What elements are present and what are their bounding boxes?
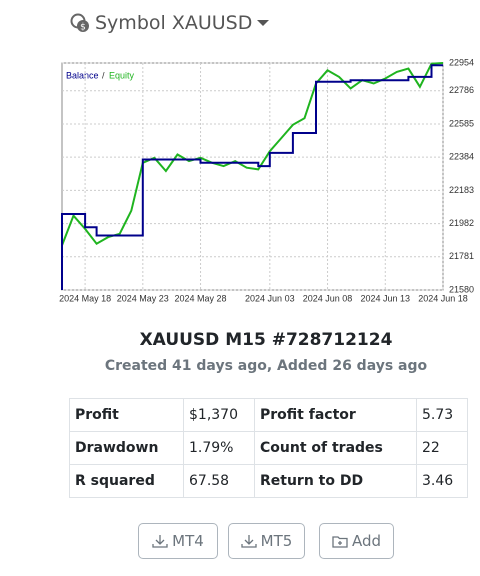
stat-label: Profit: [69, 398, 184, 432]
stat-label: Count of trades: [254, 431, 417, 465]
caret-icon: [257, 20, 270, 26]
add-button[interactable]: Add: [319, 523, 394, 559]
y-tick-label: 21781: [449, 251, 474, 261]
stats-row: Profit $1,370 Profit factor 5.73: [69, 398, 468, 432]
stats-row: Drawdown 1.79% Count of trades 22: [69, 431, 468, 465]
stat-value: 3.46: [416, 464, 468, 498]
button-label: Add: [351, 532, 382, 550]
stat-value: 22: [416, 431, 468, 465]
x-tick-label: 2024 Jun 03: [245, 293, 295, 303]
legend-balance: Balance: [66, 70, 99, 80]
symbol-title: Symbol XAUUSD: [95, 12, 253, 34]
detail-subtitle: Created 41 days ago, Added 26 days ago: [104, 358, 428, 374]
stat-value: 5.73: [416, 398, 468, 432]
symbol-header[interactable]: $ Symbol XAUUSD: [70, 12, 270, 34]
plot-area: [61, 62, 444, 291]
chart: Balance / Equity 21580 21781 21982 22183 223…: [59, 57, 474, 303]
y-tick-label: 22384: [449, 152, 474, 162]
folder-plus-icon: [332, 536, 348, 548]
stat-label: R squared: [69, 464, 184, 498]
button-label: MT4: [172, 532, 204, 550]
balance-line: [61, 64, 443, 290]
x-tick-label: 2024 Jun 13: [360, 293, 410, 303]
download-icon: [241, 535, 257, 548]
y-tick-label: 21982: [449, 218, 474, 228]
stats-table: Profit $1,370 Profit factor 5.73 Drawdow…: [69, 398, 468, 498]
stat-label: Return to DD: [254, 464, 417, 498]
x-tick-label: 2024 May 18: [59, 293, 111, 303]
button-label: MT5: [260, 532, 293, 550]
stat-value: 1.79%: [183, 431, 255, 465]
legend-separator: /: [102, 70, 105, 80]
svg-text:$: $: [80, 23, 86, 33]
x-tick-label: 2024 Jun 08: [303, 293, 353, 303]
mt5-button[interactable]: MT5: [228, 523, 305, 559]
detail-title: XAUUSD M15 #728712124: [139, 330, 393, 350]
mt4-button[interactable]: MT4: [138, 523, 218, 559]
download-icon: [152, 535, 168, 548]
y-tick-label: 21580: [449, 284, 474, 294]
stats-row: R squared 67.58 Return to DD 3.46: [69, 464, 468, 498]
y-tick-label: 22183: [449, 185, 474, 195]
y-tick-label: 22954: [449, 57, 474, 67]
x-tick-label: 2024 May 28: [175, 293, 227, 303]
y-tick-label: 22585: [449, 118, 474, 128]
legend-equity: Equity: [109, 70, 135, 80]
stat-label: Profit factor: [254, 398, 417, 432]
x-tick-label: 2024 Jun 18: [418, 293, 468, 303]
stat-value: 67.58: [183, 464, 255, 498]
y-tick-label: 22786: [449, 85, 474, 95]
stat-value: $1,370: [183, 398, 255, 432]
coins-icon: $: [70, 13, 89, 33]
stat-label: Drawdown: [69, 431, 184, 465]
x-tick-label: 2024 May 23: [117, 293, 169, 303]
